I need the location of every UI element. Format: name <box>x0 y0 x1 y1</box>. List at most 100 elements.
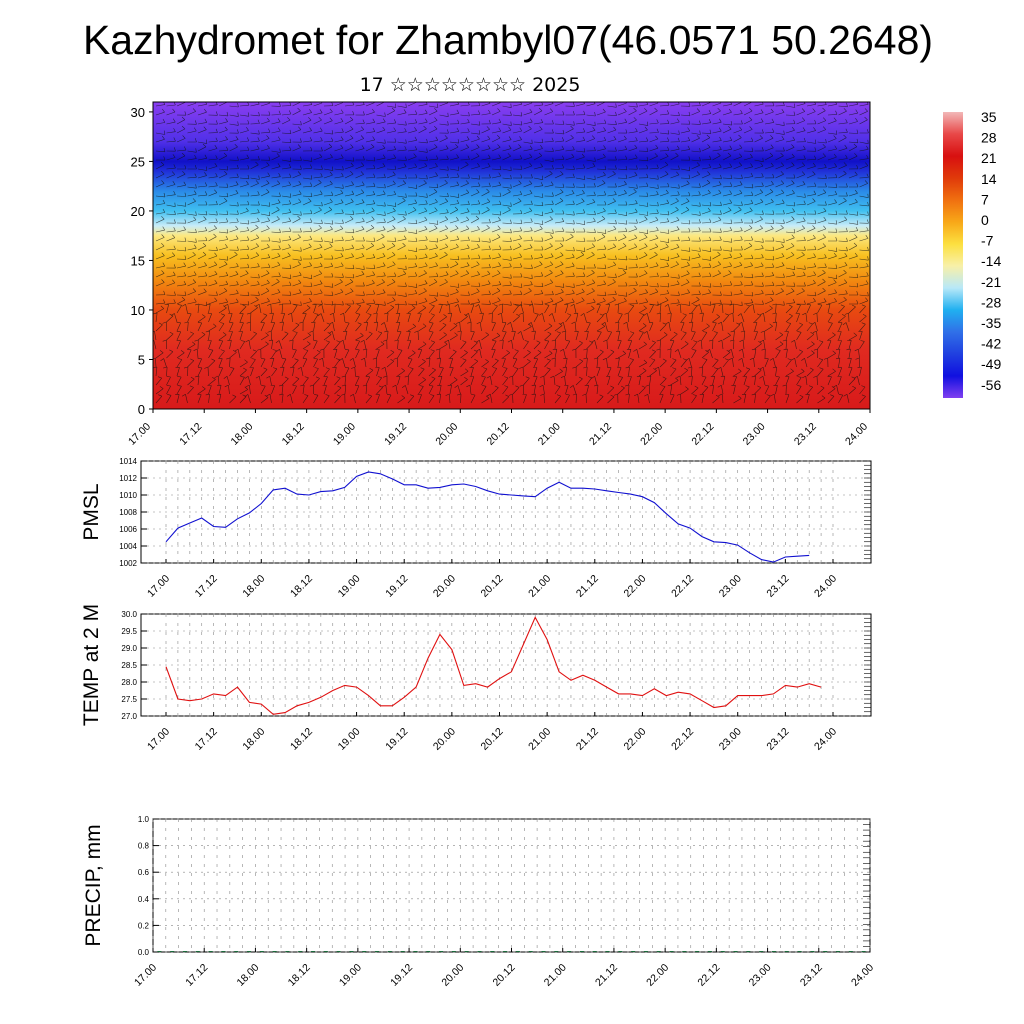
precip-bar <box>400 951 405 952</box>
cs-xtick-label: 20.00 <box>433 421 460 448</box>
precip-panel-ytick-label: 0.8 <box>138 842 150 851</box>
cs-xtick-label: 23.00 <box>741 421 768 448</box>
precip-bar <box>259 951 264 952</box>
colorbar-label: 21 <box>981 150 997 166</box>
precip-panel-xtick-label: 22.00 <box>644 962 671 989</box>
cs-xtick-label: 22.12 <box>689 421 716 448</box>
cs-xtick-label: 22.00 <box>638 421 665 448</box>
precip-bar <box>835 951 840 952</box>
precip-panel-xtick-label: 20.12 <box>491 962 518 989</box>
precip-bar <box>490 951 495 952</box>
precip-bar <box>784 951 789 952</box>
temp-panel-grid <box>141 613 871 717</box>
cross-section-panel: 0 5 10 15 20 25 30 17.00 17.12 18.00 18.12 19.00 19.… <box>126 101 871 448</box>
pmsl-panel-xtick-label: 19.12 <box>383 573 410 600</box>
precip-bar <box>349 951 354 952</box>
precip-panel-xtick-label: 19.00 <box>337 962 364 989</box>
cross-section-field <box>153 102 870 409</box>
temp-panel-series-line <box>165 616 822 715</box>
precip-panel-xtick-label: 17.00 <box>132 962 159 989</box>
precip-panel-xtick-label: 24.00 <box>849 962 876 989</box>
precip-bar <box>195 951 200 952</box>
cs-xtick-label: 19.00 <box>331 421 358 448</box>
cs-ytick-label: 20 <box>131 204 145 219</box>
precip-bar <box>707 951 712 952</box>
pmsl-panel-xtick-label: 21.12 <box>574 573 601 600</box>
temperature-colorbar: 35 28 21 14 7 0 -7 -14 -21 -28 -35 -42 -49 -56 <box>943 109 1001 398</box>
precip-bar <box>387 951 392 952</box>
precip-panel-xtick-label: 22.12 <box>695 962 722 989</box>
pmsl-panel-xtick-label: 17.00 <box>145 573 172 600</box>
pmsl-panel-ylabel: PMSL <box>80 483 103 540</box>
temp-panel-xtick-label: 18.12 <box>288 726 315 753</box>
colorbar-label: 7 <box>981 191 989 207</box>
colorbar-label: -56 <box>981 377 1001 393</box>
main-title: Kazhydromet for Zhambyl07(46.0571 50.264… <box>83 17 933 63</box>
precip-panel-xtick-label: 18.12 <box>286 962 313 989</box>
pmsl-panel-xtick-label: 22.00 <box>621 573 648 600</box>
temp-panel-xtick-label: 17.00 <box>145 726 172 753</box>
pmsl-panel: 1002 1004 1006 1008 1010 1012 1014 PMSL 17.00 17.… <box>80 457 872 600</box>
temp-panel-xtick-label: 22.00 <box>621 726 648 753</box>
temp-panel-ytick-label: 29.0 <box>121 644 137 653</box>
cs-ytick-label: 0 <box>138 402 145 417</box>
precip-bar <box>733 951 738 952</box>
precip-bar <box>823 951 828 952</box>
cs-xtick-label: 17.12 <box>177 421 204 448</box>
pmsl-panel-xtick-label: 24.00 <box>812 573 839 600</box>
subtitle: 17 ☆☆☆☆☆☆☆☆ 2025 <box>360 74 581 96</box>
temp-panel-ytick-label: 28.5 <box>121 661 137 670</box>
cs-xtick-label: 19.12 <box>382 421 409 448</box>
cs-xtick-label: 18.12 <box>280 421 307 448</box>
precip-panel-xtick-label: 23.00 <box>747 962 774 989</box>
pmsl-panel-ytick-label: 1002 <box>119 559 137 568</box>
precip-bar <box>592 951 597 952</box>
temp-panel-ytick-label: 30.0 <box>121 610 137 619</box>
precip-bar <box>183 951 188 952</box>
precip-bar <box>605 951 610 952</box>
precip-panel: 0.0 0.2 0.4 0.6 0.8 1.0 PRECIP, mm 17.00 17.12 18… <box>82 815 876 989</box>
pmsl-panel-grid <box>141 460 871 564</box>
precip-bar <box>323 951 328 952</box>
cs-xtick-label: 21.12 <box>587 421 614 448</box>
precip-bar <box>426 951 431 952</box>
precip-panel-xtick-label: 20.00 <box>439 962 466 989</box>
precip-bar <box>451 951 456 952</box>
pmsl-panel-xtick-label: 20.00 <box>431 573 458 600</box>
precip-bar <box>311 951 316 952</box>
cs-ytick-label: 15 <box>131 253 145 268</box>
precip-bar <box>464 951 469 952</box>
pmsl-panel-xtick-label: 23.12 <box>764 573 791 600</box>
precip-bar <box>810 951 815 952</box>
temp-panel-ytick-label: 29.5 <box>121 627 137 636</box>
pmsl-panel-ytick-label: 1004 <box>119 542 137 551</box>
temp-panel-ytick-label: 27.5 <box>121 695 137 704</box>
temp-panel-xtick-label: 20.00 <box>431 726 458 753</box>
precip-bar <box>247 951 252 952</box>
temp-panel-xtick-label: 21.12 <box>574 726 601 753</box>
pmsl-panel-xtick-label: 23.00 <box>717 573 744 600</box>
pmsl-panel-xtick-label: 17.12 <box>193 573 220 600</box>
cs-xtick-label: 21.00 <box>536 421 563 448</box>
pmsl-panel-xtick-label: 18.12 <box>288 573 315 600</box>
temp-panel-ylabel: TEMP at 2 M <box>80 604 103 726</box>
precip-bar <box>362 951 367 952</box>
temp-panel-xtick-label: 23.00 <box>717 726 744 753</box>
colorbar-label: -21 <box>981 274 1001 290</box>
precip-bar <box>285 951 290 952</box>
colorbar-label: -42 <box>981 336 1001 352</box>
cs-ytick-label: 10 <box>131 303 145 318</box>
temp-panel-xtick-label: 19.00 <box>336 726 363 753</box>
precip-bar <box>771 951 776 952</box>
temp-panel-xtick-label: 18.00 <box>240 726 267 753</box>
cs-xtick-label: 24.00 <box>843 421 870 448</box>
precip-bar <box>656 951 661 952</box>
temp-panel-xtick-label: 24.00 <box>812 726 839 753</box>
precip-bar <box>746 951 751 952</box>
cs-xtick-label: 20.12 <box>485 421 512 448</box>
precip-panel-ytick-label: 0.4 <box>138 895 150 904</box>
temp-panel: 27.0 27.5 28.0 28.5 29.0 29.5 30.0 TEMP at 2 M 1… <box>80 604 872 753</box>
precip-bar <box>848 951 853 952</box>
precip-bar <box>541 951 546 952</box>
colorbar-label: 14 <box>981 171 997 187</box>
